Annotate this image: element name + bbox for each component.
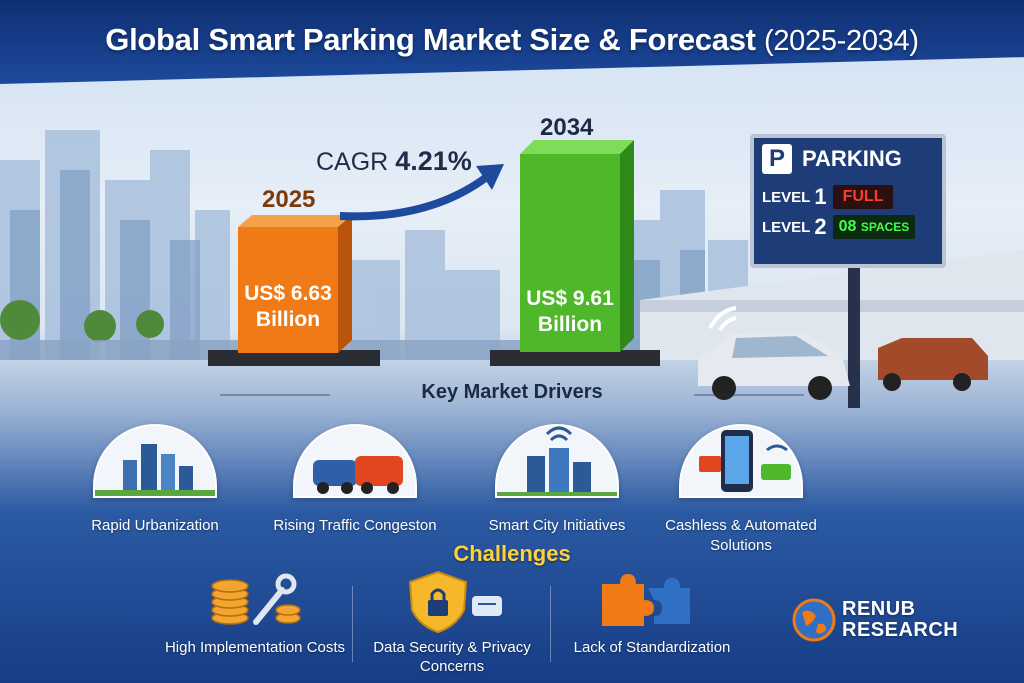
logo-line-1: RENUB: [842, 598, 916, 620]
driver-rising-traffic: Rising Traffic Congeston: [270, 424, 440, 536]
page-title: Global Smart Parking Market Size & Forec…: [105, 22, 919, 57]
drivers-title: Key Market Drivers: [421, 381, 603, 403]
bar-year-2034: 2034: [540, 114, 594, 141]
bar-2034: [520, 140, 634, 352]
challenge-high-costs: High Implementation Costs: [164, 639, 346, 656]
cars-illustration: [698, 306, 988, 400]
divider-line: [694, 394, 804, 396]
phone-payment-icon: [679, 424, 803, 498]
bar-2025-label: US$ 6.63 Billion: [244, 282, 332, 331]
sign-header: PARKING: [802, 146, 902, 171]
bar-2025: [238, 215, 352, 353]
column-divider: [550, 586, 551, 662]
driver-cashless: Cashless & Automated Solutions: [656, 424, 826, 555]
cars-traffic-icon: [293, 424, 417, 498]
sign-row-level-2: LEVEL 2 08 SPACES: [762, 214, 934, 240]
growth-arrow-icon: [340, 164, 504, 221]
bar-plinth: [490, 350, 660, 366]
bar-plinth: [208, 350, 380, 366]
globe-icon: [792, 598, 836, 642]
city-buildings-icon: [93, 424, 217, 498]
status-spaces: 08 SPACES: [832, 215, 916, 239]
challenge-data-security: Data Security & Privacy Concerns: [373, 639, 531, 675]
challenge-standardization: Lack of Standardization: [573, 639, 731, 656]
status-full: FULL: [832, 185, 894, 209]
challenges-title: Challenges: [453, 541, 571, 566]
column-divider: [352, 586, 353, 662]
bar-year-2025: 2025: [262, 186, 316, 213]
driver-rapid-urbanization: Rapid Urbanization: [70, 424, 240, 536]
shield-lock-icon: [408, 570, 502, 634]
divider-line: [220, 394, 330, 396]
bar-2034-label: US$ 9.61 Billion: [526, 287, 614, 336]
parking-p-icon: P: [762, 144, 792, 174]
smart-city-icon: [495, 424, 619, 498]
sign-row-level-1: LEVEL 1 FULL: [762, 184, 934, 210]
renub-research-logo: RENUB RESEARCH: [792, 598, 958, 642]
driver-smart-city: Smart City Initiatives: [472, 424, 642, 536]
cagr-label: CAGR 4.21%: [316, 146, 472, 176]
sign-pole: [848, 268, 860, 408]
logo-line-2: RESEARCH: [842, 619, 959, 641]
parking-sign: P PARKING LEVEL 1 FULL LEVEL 2 08 SPACES: [750, 134, 946, 268]
coins-wrench-icon: [211, 573, 301, 625]
puzzle-icon: [602, 574, 690, 626]
